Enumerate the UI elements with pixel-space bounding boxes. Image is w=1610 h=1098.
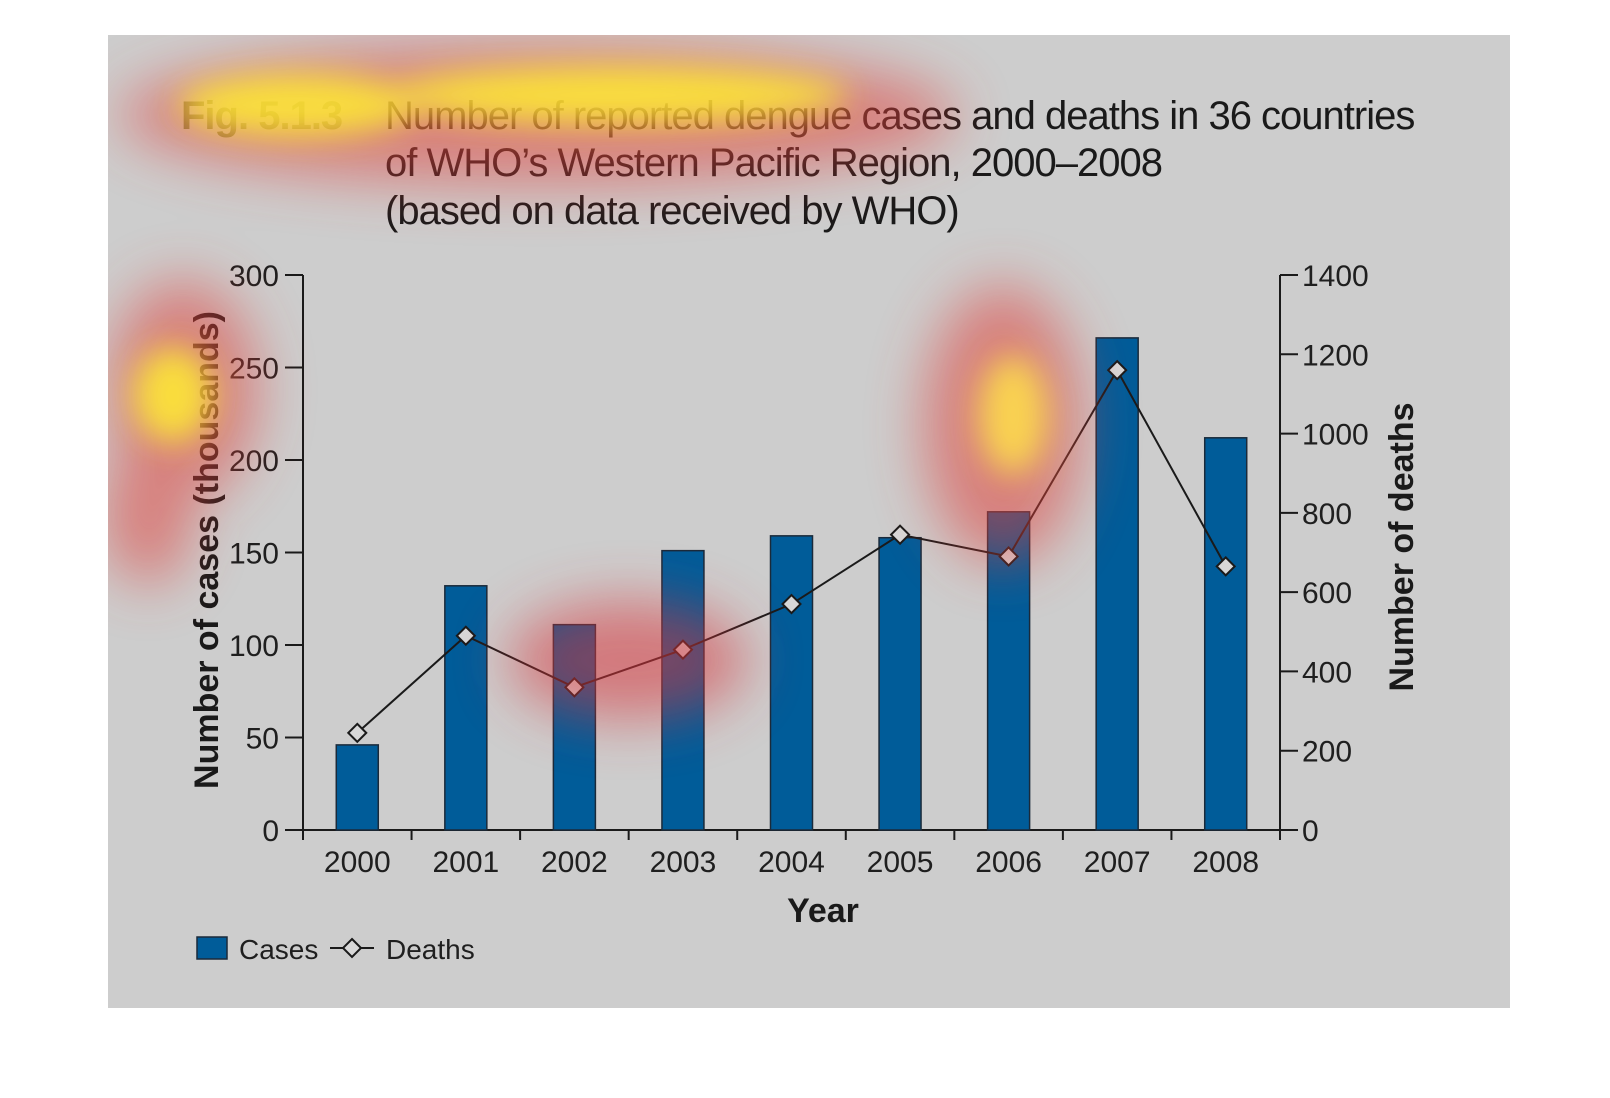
y2-tick-label: 1400 [1302,260,1369,293]
bar-cases-2005 [878,536,922,831]
y2-tick-label: 800 [1302,498,1352,531]
y-tick-label: 50 [246,723,279,756]
y-tick-label: 300 [229,260,279,293]
y2-axis-title: Number of deaths [1383,402,1421,691]
x-tick-label: 2002 [541,846,608,879]
deaths-point-2007 [1106,359,1128,381]
y-tick-label: 200 [229,445,279,478]
y-tick-label: 150 [229,538,279,571]
x-tick-label: 2003 [650,846,717,879]
x-tick-label: 2001 [432,846,499,879]
legend-deaths-marker [341,937,363,959]
y-tick-label: 100 [229,630,279,663]
x-tick-label: 2000 [324,846,391,879]
bar-cases-2008 [1203,437,1248,831]
bar-cases-2001 [444,585,488,831]
deaths-point-2000 [346,722,368,744]
chart-title-line-2: of WHO’s Western Pacific Region, 2000–20… [385,141,1163,185]
bar-cases-2007 [1095,337,1139,831]
deaths-point-2004 [781,593,802,615]
deaths-point-2005 [889,524,911,546]
y2-tick-label: 600 [1302,577,1352,610]
bar-cases-2000 [335,744,380,831]
figure-label: Fig. 5.1.3 [181,94,343,138]
x-tick-label: 2008 [1192,846,1259,879]
deaths-point-2001 [455,625,477,647]
y2-tick-label: 0 [1302,815,1319,848]
bars [335,337,1248,831]
bar-cases-2002 [552,623,597,831]
x-tick-label: 2004 [758,846,825,879]
legend-deaths-label: Deaths [386,934,475,965]
chart-title-line-1: Number of reported dengue cases and deat… [385,94,1415,138]
y-tick-label: 250 [229,353,279,386]
legend-cases-swatch [196,936,228,960]
y2-tick-label: 1200 [1302,339,1369,372]
x-tick-label: 2006 [975,846,1042,879]
y-tick-label: 0 [262,815,279,848]
y-axis-title: Number of cases (thousands) [188,311,226,789]
bar-cases-2004 [769,535,814,831]
x-tick-label: 2007 [1084,846,1151,879]
bar-cases-2003 [661,549,705,831]
chart-figure: 0 50 100 150 200 250 300 0 200 400 600 800 1000 1200 1… [108,35,1510,1008]
legend: Cases Deaths [196,934,475,965]
legend-cases-label: Cases [239,934,318,965]
deaths-point-2008 [1215,555,1237,577]
y2-tick-label: 400 [1302,656,1352,689]
x-tick-label: 2005 [867,846,934,879]
x-axis-title: Year [787,892,859,930]
y2-tick-label: 200 [1302,736,1352,769]
chart-title-line-3: (based on data received by WHO) [385,189,960,233]
y2-tick-label: 1000 [1302,419,1369,452]
